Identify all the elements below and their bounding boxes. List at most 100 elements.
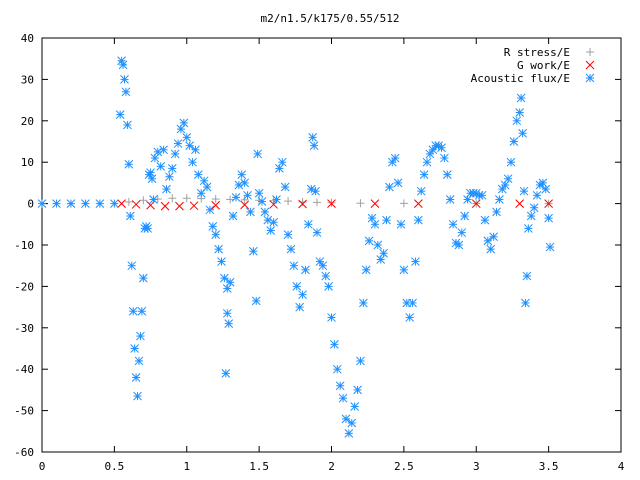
x-tick-label: 4 bbox=[618, 460, 625, 473]
data-point bbox=[120, 75, 129, 84]
x-tick-label: 0 bbox=[39, 460, 46, 473]
data-point bbox=[37, 199, 47, 208]
data-point bbox=[175, 201, 184, 211]
legend-label: Acoustic flux/E bbox=[471, 72, 570, 85]
data-point bbox=[182, 194, 191, 203]
data-point bbox=[146, 168, 155, 177]
data-point bbox=[211, 195, 220, 204]
data-point bbox=[165, 172, 174, 182]
data-point bbox=[370, 219, 380, 229]
data-point bbox=[139, 196, 148, 205]
legend-label: G work/E bbox=[517, 59, 570, 72]
y-tick-label: 40 bbox=[21, 32, 34, 45]
legend-label: R stress/E bbox=[504, 46, 570, 59]
data-point bbox=[131, 373, 141, 382]
data-point bbox=[118, 60, 128, 70]
data-point bbox=[382, 215, 391, 225]
y-tick-label: 10 bbox=[21, 156, 34, 169]
data-point bbox=[471, 199, 481, 208]
legend-marker bbox=[585, 73, 595, 83]
data-point bbox=[411, 257, 420, 266]
data-point bbox=[298, 197, 307, 206]
data-point bbox=[228, 211, 238, 221]
x-tick-label: 1 bbox=[183, 460, 190, 473]
data-point bbox=[545, 242, 555, 252]
data-point bbox=[237, 170, 247, 179]
data-point bbox=[52, 199, 61, 208]
data-point bbox=[416, 186, 426, 196]
series-2 bbox=[37, 56, 555, 438]
data-point bbox=[503, 174, 513, 184]
y-tick-label: 20 bbox=[21, 115, 34, 128]
data-point bbox=[440, 153, 449, 163]
data-point bbox=[246, 207, 255, 217]
data-point bbox=[413, 215, 423, 225]
data-point bbox=[110, 199, 119, 208]
data-point bbox=[182, 133, 192, 142]
data-point bbox=[408, 298, 417, 308]
y-axis: 40 30 20 10 0 -10 -20 -30 -40 -50 -60 bbox=[14, 32, 621, 459]
data-point bbox=[399, 265, 409, 275]
data-point bbox=[253, 149, 263, 159]
data-point bbox=[521, 298, 530, 308]
data-point bbox=[524, 224, 533, 233]
data-point bbox=[257, 197, 267, 206]
data-point bbox=[295, 302, 305, 312]
data-point bbox=[457, 228, 467, 237]
data-point bbox=[341, 414, 351, 424]
data-point bbox=[489, 232, 498, 242]
data-point bbox=[220, 273, 229, 283]
data-point bbox=[522, 271, 532, 281]
data-point bbox=[185, 141, 194, 150]
data-point bbox=[202, 182, 212, 192]
data-point bbox=[437, 143, 446, 153]
data-point bbox=[81, 199, 90, 208]
data-point bbox=[159, 145, 168, 155]
data-point bbox=[480, 215, 490, 225]
data-point bbox=[486, 244, 496, 254]
data-point bbox=[134, 356, 144, 366]
data-point bbox=[515, 199, 525, 208]
data-point bbox=[231, 193, 241, 202]
data-point bbox=[356, 199, 365, 208]
data-point bbox=[442, 170, 452, 179]
data-point bbox=[318, 261, 328, 271]
y-tick-label: -50 bbox=[14, 405, 34, 418]
data-point bbox=[117, 199, 126, 208]
data-point bbox=[173, 139, 183, 148]
data-point bbox=[136, 331, 145, 341]
data-point bbox=[399, 199, 408, 208]
data-point bbox=[283, 230, 293, 240]
data-point bbox=[519, 186, 529, 196]
data-point bbox=[541, 184, 551, 194]
data-point bbox=[445, 195, 455, 204]
x-tick-label: 2 bbox=[328, 460, 335, 473]
data-point bbox=[95, 199, 105, 208]
data-point bbox=[188, 157, 197, 167]
y-tick-label: 0 bbox=[27, 198, 34, 211]
data-point bbox=[364, 236, 374, 246]
x-tick-label: 3 bbox=[473, 460, 480, 473]
data-point bbox=[189, 201, 199, 211]
data-point bbox=[483, 236, 493, 246]
data-point bbox=[370, 199, 380, 208]
data-point bbox=[385, 182, 394, 192]
data-point bbox=[477, 190, 487, 200]
data-point bbox=[361, 265, 371, 275]
legend-marker bbox=[585, 60, 595, 70]
data-point bbox=[149, 195, 158, 204]
x-axis: 0 0.5 1 1.5 2 2.5 3 3.5 4 bbox=[39, 38, 625, 473]
data-point bbox=[350, 402, 360, 411]
data-point bbox=[327, 199, 336, 208]
data-point bbox=[138, 273, 148, 283]
data-point bbox=[308, 133, 318, 142]
data-point bbox=[422, 157, 432, 167]
data-point bbox=[347, 418, 357, 428]
data-point bbox=[123, 120, 132, 130]
data-point bbox=[225, 277, 235, 287]
x-tick-label: 2.5 bbox=[394, 460, 414, 473]
x-tick-label: 0.5 bbox=[104, 460, 124, 473]
data-point bbox=[124, 159, 134, 169]
